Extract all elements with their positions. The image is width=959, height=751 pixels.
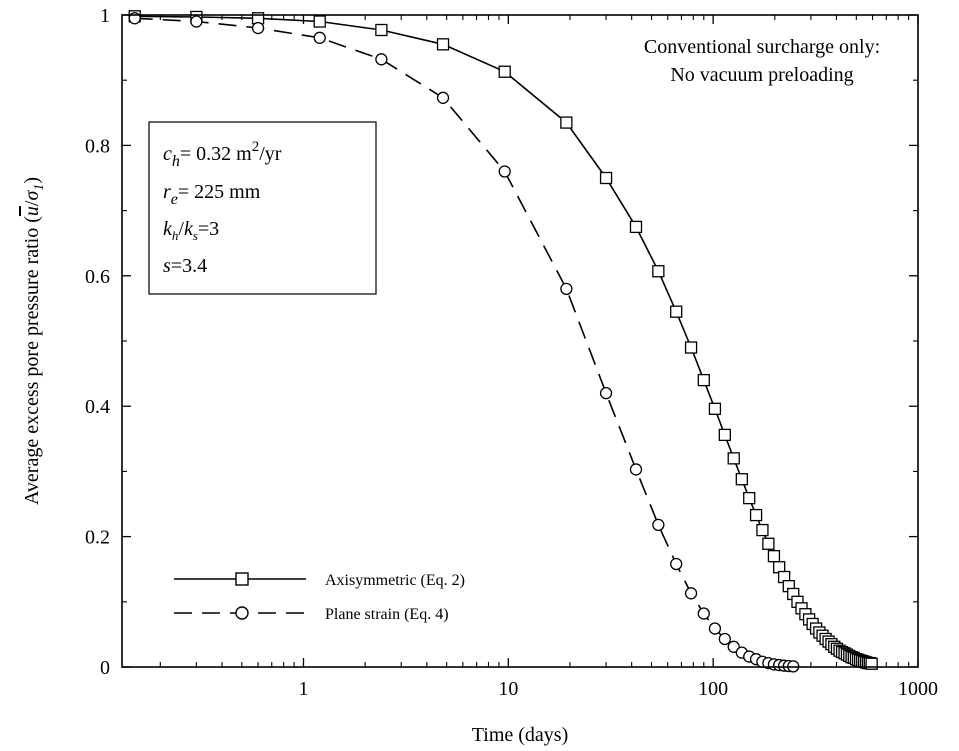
data-point-plane-strain [313, 31, 326, 44]
data-point-plane-strain [652, 518, 665, 532]
parameter-box-frame [148, 121, 377, 295]
param-s: s=3.4 [163, 255, 207, 277]
y-axis-symbol-sigma: σ [21, 190, 43, 201]
legend-marker-circle [235, 606, 249, 620]
annotation-line-1: Conventional surcharge only: [644, 36, 880, 58]
data-point-axisymmetric [767, 550, 781, 563]
data-point-axisymmetric [560, 116, 573, 129]
param-re: re= 225 mm [163, 181, 261, 208]
data-point-plane-strain [684, 587, 698, 600]
data-point-plane-strain [190, 15, 203, 28]
data-point-axisymmetric [375, 23, 388, 37]
annotation-line-2: No vacuum preloading [670, 64, 853, 86]
data-point-axisymmetric [708, 402, 722, 415]
data-point-axisymmetric [749, 508, 763, 522]
y-tick-label: 0.4 [85, 396, 110, 418]
data-point-axisymmetric [670, 305, 683, 318]
data-point-plane-strain [629, 463, 643, 476]
data-point-plane-strain [727, 640, 740, 653]
legend-marker-square [235, 572, 249, 586]
data-point-axisymmetric [756, 523, 769, 537]
parameter-box: ch= 0.32 m2/yr re= 225 mm kh/ks=3 s=3.4 [148, 121, 377, 295]
data-point-axisymmetric [762, 537, 775, 550]
svg-text:Average excess pore pressure r: Average excess pore pressure ratio (u/σ1… [21, 177, 47, 505]
plot-frame [121, 14, 919, 668]
data-point-plane-strain [708, 622, 722, 635]
data-point-axisymmetric [865, 657, 878, 670]
x-tick-label: 1 [298, 678, 308, 700]
legend-label-plane-strain: Plane strain (Eq. 4) [325, 606, 449, 623]
annotation: Conventional surcharge only: No vacuum p… [644, 36, 880, 86]
data-point-plane-strain [498, 165, 511, 178]
data-point-axisymmetric [599, 171, 613, 185]
x-tick-label: 100 [698, 678, 728, 700]
ticks-layer: 0 0.2 0.4 0.6 0.8 1 1 10 100 1000 [85, 5, 938, 700]
data-point-axisymmetric [313, 15, 326, 28]
legend: Axisymmetric (Eq. 2) Plane strain (Eq. 4… [174, 572, 465, 623]
data-point-plane-strain [697, 607, 710, 620]
y-axis-label: Average excess pore pressure ratio (u/σ1… [21, 177, 47, 505]
data-point-axisymmetric [629, 220, 643, 234]
series-line-axisymmetric [134, 15, 872, 665]
param-k: kh/ks=3 [163, 218, 219, 243]
data-point-axisymmetric [652, 265, 665, 278]
y-tick-label: 0.6 [85, 266, 110, 288]
data-point-plane-strain [560, 282, 573, 295]
data-point-axisymmetric [743, 491, 756, 505]
x-axis-label: Time (days) [472, 724, 568, 746]
y-tick-label: 0.2 [85, 527, 110, 549]
data-point-axisymmetric [735, 473, 748, 486]
y-axis-symbol-u: u [21, 206, 43, 216]
y-tick-label: 0 [100, 657, 110, 679]
param-ch: ch= 0.32 m2/yr [163, 139, 282, 170]
x-tick-label: 10 [498, 678, 518, 700]
y-axis-symbol-sub: 1 [32, 184, 47, 191]
y-tick-label: 0.8 [85, 135, 110, 157]
y-axis-label-text: Average excess pore pressure ratio [21, 228, 43, 505]
data-point-axisymmetric [727, 452, 740, 465]
data-point-axisymmetric [436, 38, 450, 51]
data-point-plane-strain [251, 21, 265, 35]
data-point-plane-strain [599, 387, 613, 400]
data-point-axisymmetric [498, 65, 511, 78]
series-layer [128, 10, 878, 673]
data-point-plane-strain [436, 91, 450, 104]
data-point-plane-strain [670, 557, 683, 571]
data-point-axisymmetric [718, 428, 731, 442]
data-point-plane-strain [718, 632, 731, 646]
y-tick-label: 1 [100, 5, 110, 27]
data-point-axisymmetric [697, 373, 710, 387]
legend-label-axisymmetric: Axisymmetric (Eq. 2) [325, 572, 465, 589]
x-tick-label: 1000 [898, 678, 938, 700]
data-point-plane-strain [375, 53, 388, 66]
data-point-axisymmetric [684, 341, 698, 354]
